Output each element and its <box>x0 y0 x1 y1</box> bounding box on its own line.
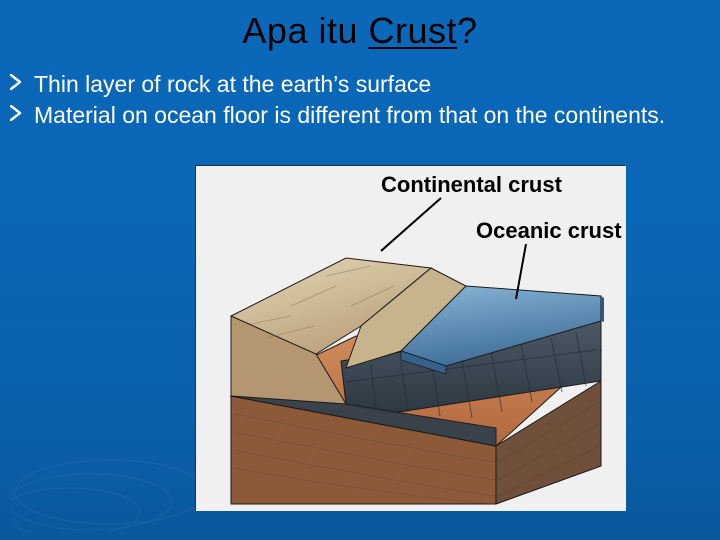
title-suffix: ? <box>457 10 478 51</box>
crust-diagram: Continental crust Oceanic crust <box>195 165 625 510</box>
list-item: Thin layer of rock at the earth’s surfac… <box>10 70 706 99</box>
title-underlined: Crust <box>369 10 458 51</box>
chevron-right-icon <box>10 105 24 121</box>
page-title: Apa itu Crust? <box>0 0 720 52</box>
chevron-right-icon <box>10 74 24 90</box>
bullet-text: Thin layer of rock at the earth’s surfac… <box>34 70 706 99</box>
list-item: Material on ocean floor is different fro… <box>10 101 706 130</box>
bullet-list: Thin layer of rock at the earth’s surfac… <box>0 70 720 130</box>
decorative-rings <box>10 442 210 532</box>
bullet-text: Material on ocean floor is different fro… <box>34 101 706 130</box>
title-prefix: Apa itu <box>242 10 368 51</box>
oceanic-crust-label: Oceanic crust <box>476 218 622 244</box>
continental-crust-label: Continental crust <box>381 172 562 198</box>
diagram-canvas: Continental crust Oceanic crust <box>196 166 624 509</box>
